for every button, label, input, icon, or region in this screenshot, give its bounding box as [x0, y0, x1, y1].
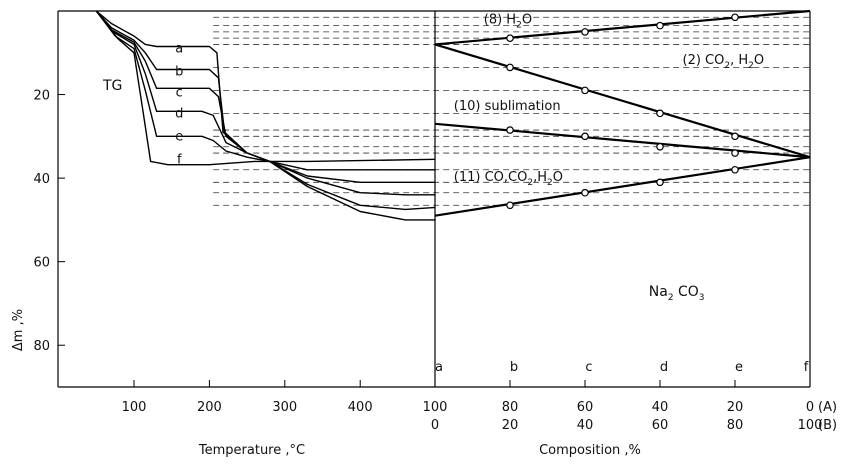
measured-points	[506, 13, 739, 210]
tg-curve-label: d	[175, 106, 183, 121]
sample-label: b	[510, 360, 518, 375]
composition-b-label: 0	[431, 418, 439, 433]
sample-label: e	[735, 360, 743, 375]
composition-a-label: 40	[652, 400, 669, 415]
tg-curves	[95, 10, 436, 221]
region-label-tail: O	[522, 13, 532, 28]
region-label-sub2: 2	[547, 178, 553, 188]
region-label-tail2: O	[553, 170, 563, 185]
axis-tag-b: (B)	[818, 418, 837, 433]
measured-point	[581, 132, 589, 141]
measured-point	[731, 149, 739, 157]
y-tick-label: 80	[33, 339, 50, 354]
tg-curve-label: c	[176, 85, 183, 100]
tg-curve-a	[95, 10, 436, 221]
measured-point	[506, 126, 514, 134]
composition-lines	[434, 9, 811, 217]
composition-line	[434, 156, 811, 217]
x-tick-label: 200	[197, 400, 222, 415]
region-label: (8) H2O	[484, 13, 532, 31]
y-tick-label: 20	[33, 89, 50, 104]
sample-label: a	[435, 360, 443, 375]
tg-curve-label: e	[175, 129, 183, 144]
measured-point	[656, 109, 664, 118]
region-label-tail: ,H	[533, 170, 547, 185]
region-label-sub: 2	[724, 61, 730, 71]
tg-curve-label: a	[175, 42, 183, 57]
sample-label: f	[804, 360, 809, 375]
composition-a-label: 20	[727, 400, 744, 415]
measured-point	[506, 63, 514, 72]
composition-b-label: 20	[502, 418, 519, 433]
measured-point	[656, 178, 664, 187]
tg-curve-e	[95, 10, 436, 171]
region-label-main: (10) sublimation	[454, 99, 561, 114]
tg-curve-d	[95, 10, 436, 183]
measured-point	[581, 86, 589, 95]
x-axis-title-left: Temperature ,°C	[198, 443, 305, 458]
composition-b-label: 40	[577, 418, 594, 433]
measured-point	[656, 21, 664, 30]
tg-curve-label: b	[175, 65, 183, 80]
composition-b-label: 60	[652, 418, 669, 433]
region-label: (10) sublimation	[454, 99, 561, 114]
tg-curve-c	[95, 10, 436, 196]
composition-a-label: 80	[502, 400, 519, 415]
composition-b-label: 100	[798, 418, 823, 433]
tg-curve-f	[95, 10, 436, 166]
tg-curve-b	[95, 10, 436, 211]
region-label-tail2: O	[754, 53, 764, 68]
region-label-main: (11) CO,CO	[454, 170, 528, 185]
region-label-sub: 2	[527, 178, 533, 188]
region-label: Na2 CO3	[649, 284, 705, 303]
composition-line	[434, 9, 811, 46]
y-axis-title: Δm ,%	[11, 309, 26, 351]
measured-point	[656, 142, 664, 151]
composition-a-label: 100	[423, 400, 448, 415]
composition-a-label: 60	[577, 400, 594, 415]
measured-point	[506, 34, 514, 42]
region-label-tail: , H	[730, 53, 748, 68]
region-label-sub2: 3	[699, 293, 705, 303]
composition-a-label: 0	[806, 400, 814, 415]
x-tick-label: 400	[348, 400, 373, 415]
measured-point	[581, 188, 589, 197]
region-label-main: (8) H	[484, 13, 516, 28]
measured-point	[506, 201, 514, 210]
region-label-tail: CO	[674, 284, 699, 300]
region-label-sub: 2	[668, 293, 674, 303]
composition-b-label: 80	[727, 418, 744, 433]
region-label-sub: 2	[516, 21, 522, 31]
region-label-main: (2) CO	[683, 53, 725, 68]
x-tick-label: 100	[122, 400, 147, 415]
measured-point	[731, 13, 739, 22]
measured-point	[581, 28, 589, 36]
region-label-sub2: 2	[748, 61, 754, 71]
composition-line	[434, 43, 811, 159]
axes	[57, 10, 811, 388]
sample-label: c	[585, 360, 592, 375]
y-tick-label: 40	[33, 172, 50, 187]
sample-label: d	[660, 360, 668, 375]
measured-point	[731, 165, 739, 174]
y-tick-label: 60	[33, 256, 50, 271]
composition-line	[434, 122, 811, 159]
x-tick-label: 300	[272, 400, 297, 415]
measured-point	[731, 132, 739, 141]
axis-tag-a: (A)	[818, 400, 837, 415]
region-label: (2) CO2, H2O	[683, 53, 765, 71]
region-label: (11) CO,CO2,H2O	[454, 170, 563, 188]
tg-curve-label: f	[177, 152, 182, 167]
region-label-main: Na	[649, 284, 668, 300]
tg-label: TG	[102, 78, 122, 94]
x-axis-title-right: Composition ,%	[539, 443, 641, 458]
